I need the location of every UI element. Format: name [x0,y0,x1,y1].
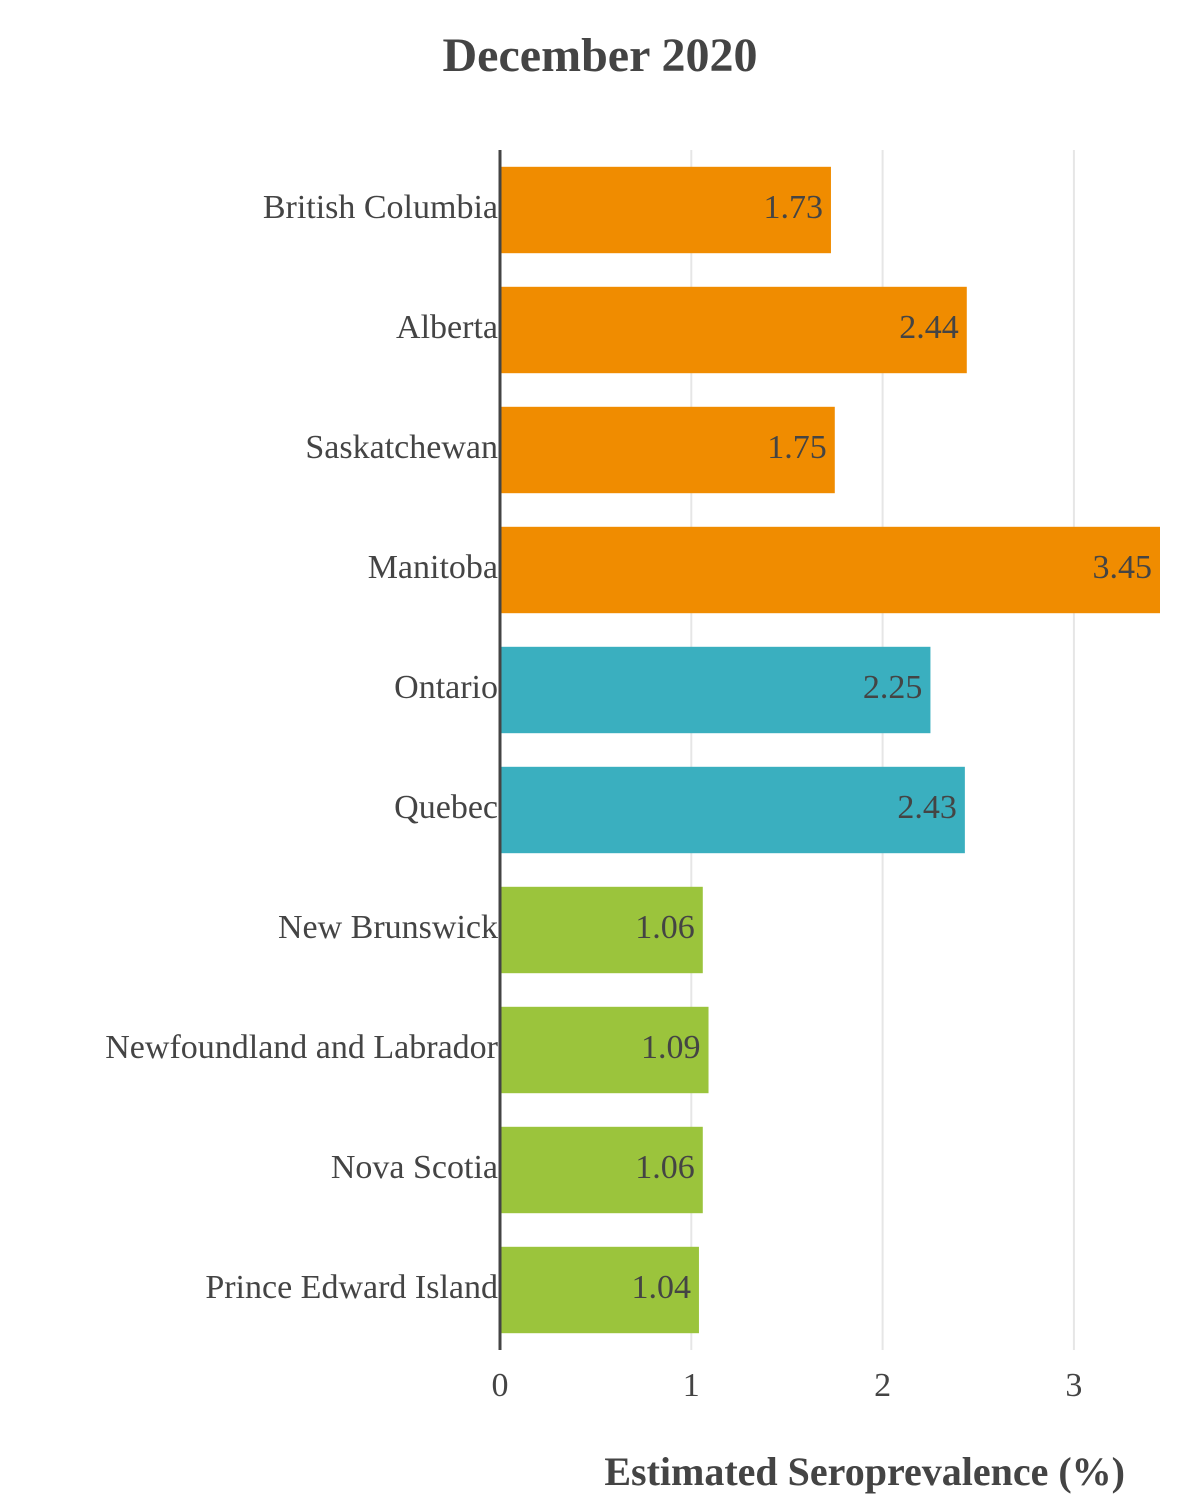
x-tick-label: 3 [1065,1367,1082,1404]
category-labels: British Columbia Alberta Saskatchewan Manit… [105,189,498,1306]
data-label: 1.06 [635,1149,695,1186]
bar [500,1006,709,1094]
data-label: 1.06 [635,909,695,946]
category-label: Newfoundland and Labrador [105,1029,498,1066]
bar [500,526,1160,614]
category-label: Quebec [394,789,498,826]
data-label: 2.44 [899,309,959,346]
category-label: New Brunswick [278,909,498,946]
data-label: 2.43 [897,789,957,826]
x-tick-labels: 0 1 2 3 [492,1367,1083,1404]
category-label: Prince Edward Island [205,1269,498,1306]
x-axis-title: Estimated Seroprevalence (%) [604,1449,1125,1494]
bar [500,1126,703,1214]
category-label: Manitoba [368,549,498,586]
bar [500,406,835,494]
x-tick-label: 2 [874,1367,891,1404]
data-label: 1.73 [763,189,823,226]
bars [500,166,1160,1334]
category-label: Ontario [394,669,498,706]
category-label: Saskatchewan [305,429,498,466]
data-label: 1.75 [767,429,827,466]
category-label: British Columbia [263,189,498,226]
bar [500,886,703,974]
bar [500,1246,699,1334]
bar [500,646,931,734]
bar [500,286,967,374]
chart-title: December 2020 [442,29,758,82]
x-tick-label: 0 [492,1367,509,1404]
category-label: Nova Scotia [331,1149,498,1186]
data-label: 1.09 [641,1029,701,1066]
x-tick-label: 1 [683,1367,700,1404]
data-label: 2.25 [863,669,923,706]
bar [500,766,965,854]
category-label: Alberta [396,309,498,346]
value-labels: 1.73 2.44 1.75 3.45 2.25 2.43 1.06 1.09 1.06 1.04 [631,189,1152,1306]
bar [500,166,831,254]
data-label: 3.45 [1093,549,1153,586]
data-label: 1.04 [631,1269,691,1306]
